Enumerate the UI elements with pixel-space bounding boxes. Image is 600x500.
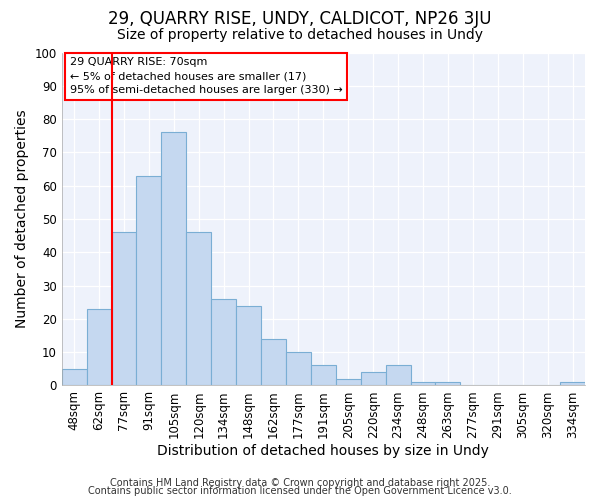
- Bar: [436, 382, 460, 386]
- Bar: [62, 369, 86, 386]
- Bar: [136, 176, 161, 386]
- Bar: [560, 382, 585, 386]
- Bar: [236, 306, 261, 386]
- Text: 29 QUARRY RISE: 70sqm
← 5% of detached houses are smaller (17)
95% of semi-detac: 29 QUARRY RISE: 70sqm ← 5% of detached h…: [70, 58, 342, 96]
- Bar: [112, 232, 136, 386]
- Bar: [386, 366, 410, 386]
- Bar: [286, 352, 311, 386]
- X-axis label: Distribution of detached houses by size in Undy: Distribution of detached houses by size …: [157, 444, 489, 458]
- Bar: [410, 382, 436, 386]
- Text: Size of property relative to detached houses in Undy: Size of property relative to detached ho…: [117, 28, 483, 42]
- Text: Contains HM Land Registry data © Crown copyright and database right 2025.: Contains HM Land Registry data © Crown c…: [110, 478, 490, 488]
- Bar: [311, 366, 336, 386]
- Text: Contains public sector information licensed under the Open Government Licence v3: Contains public sector information licen…: [88, 486, 512, 496]
- Bar: [186, 232, 211, 386]
- Bar: [361, 372, 386, 386]
- Bar: [261, 339, 286, 386]
- Bar: [86, 309, 112, 386]
- Y-axis label: Number of detached properties: Number of detached properties: [15, 110, 29, 328]
- Bar: [211, 299, 236, 386]
- Text: 29, QUARRY RISE, UNDY, CALDICOT, NP26 3JU: 29, QUARRY RISE, UNDY, CALDICOT, NP26 3J…: [108, 10, 492, 28]
- Bar: [336, 379, 361, 386]
- Bar: [161, 132, 186, 386]
